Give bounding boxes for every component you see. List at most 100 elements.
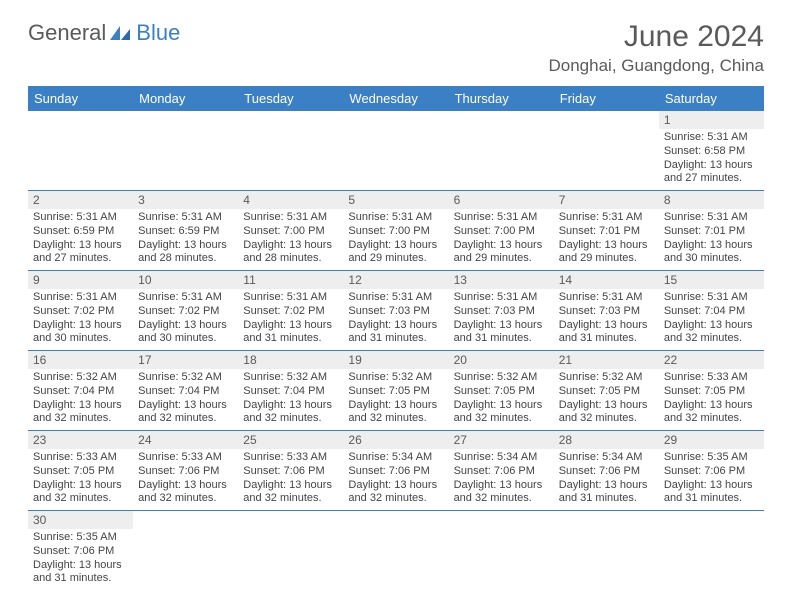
calendar-day-cell: 25Sunrise: 5:33 AMSunset: 7:06 PMDayligh…: [238, 431, 343, 511]
daylight-line2: and 28 minutes.: [243, 252, 338, 266]
daylight-line1: Daylight: 13 hours: [33, 239, 128, 253]
calendar-day-cell: 28Sunrise: 5:34 AMSunset: 7:06 PMDayligh…: [554, 431, 659, 511]
day-number: 24: [133, 431, 238, 449]
calendar-day-cell: 26Sunrise: 5:34 AMSunset: 7:06 PMDayligh…: [343, 431, 448, 511]
sunrise-text: Sunrise: 5:31 AM: [454, 291, 549, 305]
sunset-text: Sunset: 7:04 PM: [33, 385, 128, 399]
day-details: Sunrise: 5:31 AMSunset: 7:04 PMDaylight:…: [659, 289, 764, 350]
month-title: June 2024: [549, 20, 765, 54]
calendar-week-row: 16Sunrise: 5:32 AMSunset: 7:04 PMDayligh…: [28, 351, 764, 431]
day-number: 1: [659, 111, 764, 129]
daylight-line2: and 27 minutes.: [33, 252, 128, 266]
calendar-day-cell: [343, 111, 448, 191]
sunset-text: Sunset: 6:58 PM: [664, 145, 759, 159]
sunrise-text: Sunrise: 5:31 AM: [138, 211, 233, 225]
day-details: Sunrise: 5:34 AMSunset: 7:06 PMDaylight:…: [449, 449, 554, 510]
weekday-header: Tuesday: [238, 86, 343, 111]
calendar-day-cell: 5Sunrise: 5:31 AMSunset: 7:00 PMDaylight…: [343, 191, 448, 271]
sunset-text: Sunset: 7:06 PM: [138, 465, 233, 479]
sunset-text: Sunset: 7:02 PM: [33, 305, 128, 319]
daylight-line1: Daylight: 13 hours: [348, 479, 443, 493]
day-details: Sunrise: 5:33 AMSunset: 7:05 PMDaylight:…: [659, 369, 764, 430]
day-details: Sunrise: 5:33 AMSunset: 7:06 PMDaylight:…: [238, 449, 343, 510]
calendar-day-cell: 29Sunrise: 5:35 AMSunset: 7:06 PMDayligh…: [659, 431, 764, 511]
sunset-text: Sunset: 6:59 PM: [33, 225, 128, 239]
day-number: 10: [133, 271, 238, 289]
day-number: 4: [238, 191, 343, 209]
daylight-line2: and 32 minutes.: [559, 412, 654, 426]
sunset-text: Sunset: 7:05 PM: [33, 465, 128, 479]
day-number: 8: [659, 191, 764, 209]
day-number: 17: [133, 351, 238, 369]
day-details: Sunrise: 5:31 AMSunset: 7:02 PMDaylight:…: [133, 289, 238, 350]
daylight-line1: Daylight: 13 hours: [454, 399, 549, 413]
day-details: Sunrise: 5:32 AMSunset: 7:04 PMDaylight:…: [133, 369, 238, 430]
daylight-line1: Daylight: 13 hours: [454, 319, 549, 333]
sunrise-text: Sunrise: 5:33 AM: [243, 451, 338, 465]
calendar-day-cell: [554, 111, 659, 191]
calendar-day-cell: 15Sunrise: 5:31 AMSunset: 7:04 PMDayligh…: [659, 271, 764, 351]
calendar-day-cell: 7Sunrise: 5:31 AMSunset: 7:01 PMDaylight…: [554, 191, 659, 271]
sunrise-text: Sunrise: 5:32 AM: [348, 371, 443, 385]
weekday-header: Monday: [133, 86, 238, 111]
page-header: General Blue June 2024 Donghai, Guangdon…: [28, 20, 764, 76]
daylight-line2: and 28 minutes.: [138, 252, 233, 266]
sunrise-text: Sunrise: 5:35 AM: [664, 451, 759, 465]
daylight-line1: Daylight: 13 hours: [559, 399, 654, 413]
calendar-day-cell: [554, 511, 659, 591]
sunset-text: Sunset: 7:00 PM: [243, 225, 338, 239]
sunrise-text: Sunrise: 5:31 AM: [664, 291, 759, 305]
sunset-text: Sunset: 7:04 PM: [138, 385, 233, 399]
sunrise-text: Sunrise: 5:31 AM: [559, 211, 654, 225]
day-number: 27: [449, 431, 554, 449]
day-number: 16: [28, 351, 133, 369]
day-details: Sunrise: 5:31 AMSunset: 7:03 PMDaylight:…: [449, 289, 554, 350]
sunrise-text: Sunrise: 5:32 AM: [454, 371, 549, 385]
daylight-line1: Daylight: 13 hours: [33, 559, 128, 573]
day-details: Sunrise: 5:31 AMSunset: 7:02 PMDaylight:…: [28, 289, 133, 350]
sunrise-text: Sunrise: 5:31 AM: [33, 291, 128, 305]
day-details: Sunrise: 5:31 AMSunset: 7:00 PMDaylight:…: [343, 209, 448, 270]
sunrise-text: Sunrise: 5:33 AM: [138, 451, 233, 465]
sunset-text: Sunset: 7:00 PM: [454, 225, 549, 239]
daylight-line2: and 32 minutes.: [664, 332, 759, 346]
sunrise-text: Sunrise: 5:31 AM: [348, 291, 443, 305]
daylight-line1: Daylight: 13 hours: [138, 399, 233, 413]
day-details: Sunrise: 5:35 AMSunset: 7:06 PMDaylight:…: [659, 449, 764, 510]
sunset-text: Sunset: 7:04 PM: [243, 385, 338, 399]
calendar-day-cell: [28, 111, 133, 191]
calendar-week-row: 30Sunrise: 5:35 AMSunset: 7:06 PMDayligh…: [28, 511, 764, 591]
sunrise-text: Sunrise: 5:31 AM: [664, 211, 759, 225]
calendar-day-cell: 3Sunrise: 5:31 AMSunset: 6:59 PMDaylight…: [133, 191, 238, 271]
daylight-line2: and 31 minutes.: [454, 332, 549, 346]
day-details: Sunrise: 5:33 AMSunset: 7:05 PMDaylight:…: [28, 449, 133, 510]
sunset-text: Sunset: 7:06 PM: [559, 465, 654, 479]
daylight-line1: Daylight: 13 hours: [454, 239, 549, 253]
sunset-text: Sunset: 7:05 PM: [454, 385, 549, 399]
sunrise-text: Sunrise: 5:31 AM: [454, 211, 549, 225]
daylight-line2: and 30 minutes.: [138, 332, 233, 346]
daylight-line1: Daylight: 13 hours: [664, 479, 759, 493]
calendar-day-cell: 6Sunrise: 5:31 AMSunset: 7:00 PMDaylight…: [449, 191, 554, 271]
daylight-line1: Daylight: 13 hours: [138, 479, 233, 493]
weekday-header: Sunday: [28, 86, 133, 111]
day-details: Sunrise: 5:32 AMSunset: 7:04 PMDaylight:…: [238, 369, 343, 430]
daylight-line1: Daylight: 13 hours: [348, 399, 443, 413]
daylight-line1: Daylight: 13 hours: [243, 319, 338, 333]
calendar-day-cell: 17Sunrise: 5:32 AMSunset: 7:04 PMDayligh…: [133, 351, 238, 431]
calendar-day-cell: 10Sunrise: 5:31 AMSunset: 7:02 PMDayligh…: [133, 271, 238, 351]
sunrise-text: Sunrise: 5:32 AM: [559, 371, 654, 385]
day-number: 20: [449, 351, 554, 369]
day-number: 13: [449, 271, 554, 289]
title-block: June 2024 Donghai, Guangdong, China: [549, 20, 765, 76]
day-details: Sunrise: 5:31 AMSunset: 7:00 PMDaylight:…: [449, 209, 554, 270]
day-number: 3: [133, 191, 238, 209]
day-number: 6: [449, 191, 554, 209]
sunset-text: Sunset: 7:03 PM: [559, 305, 654, 319]
day-details: Sunrise: 5:32 AMSunset: 7:05 PMDaylight:…: [554, 369, 659, 430]
calendar-day-cell: 22Sunrise: 5:33 AMSunset: 7:05 PMDayligh…: [659, 351, 764, 431]
calendar-day-cell: 21Sunrise: 5:32 AMSunset: 7:05 PMDayligh…: [554, 351, 659, 431]
sail-icon: [110, 24, 132, 42]
sunrise-text: Sunrise: 5:31 AM: [138, 291, 233, 305]
daylight-line2: and 30 minutes.: [664, 252, 759, 266]
